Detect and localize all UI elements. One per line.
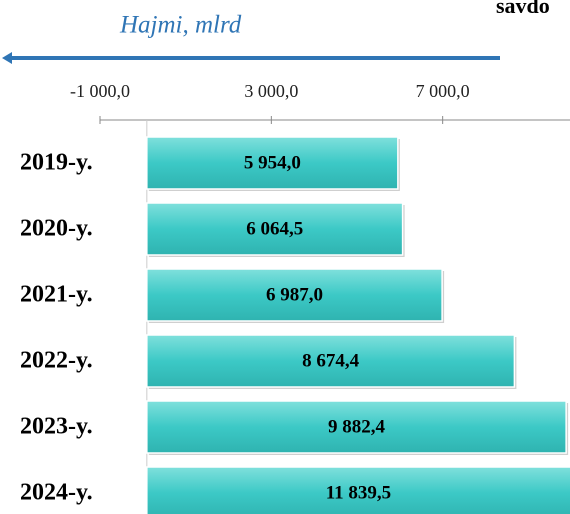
value-label: 6 064,5 [246, 218, 303, 239]
value-label: 11 839,5 [326, 482, 391, 503]
x-tick-label: -1 000,0 [70, 81, 130, 101]
y-tick-label: 2021-y. [20, 282, 93, 308]
bar [146, 334, 516, 388]
bar [146, 400, 567, 454]
y-tick-label: 2020-y. [20, 216, 93, 242]
bar [146, 268, 443, 322]
value-label: 5 954,0 [244, 152, 301, 173]
value-label: 9 882,4 [328, 416, 386, 437]
bar [146, 202, 404, 256]
axis-label: Hajmi, mlrd [119, 12, 242, 39]
bar [146, 466, 570, 514]
y-tick-label: 2019-y. [20, 150, 93, 176]
y-tick-label: 2023-y. [20, 414, 93, 440]
value-label: 6 987,0 [266, 284, 323, 305]
value-label: 8 674,4 [302, 350, 360, 371]
x-tick-label: 3 000,0 [244, 81, 298, 101]
x-tick-label: 7 000,0 [416, 81, 470, 101]
arrow-head [2, 52, 12, 64]
y-tick-label: 2022-y. [20, 348, 93, 374]
chart-title: savdo [496, 0, 550, 18]
y-tick-label: 2024-y. [20, 480, 93, 506]
bar [146, 136, 399, 190]
